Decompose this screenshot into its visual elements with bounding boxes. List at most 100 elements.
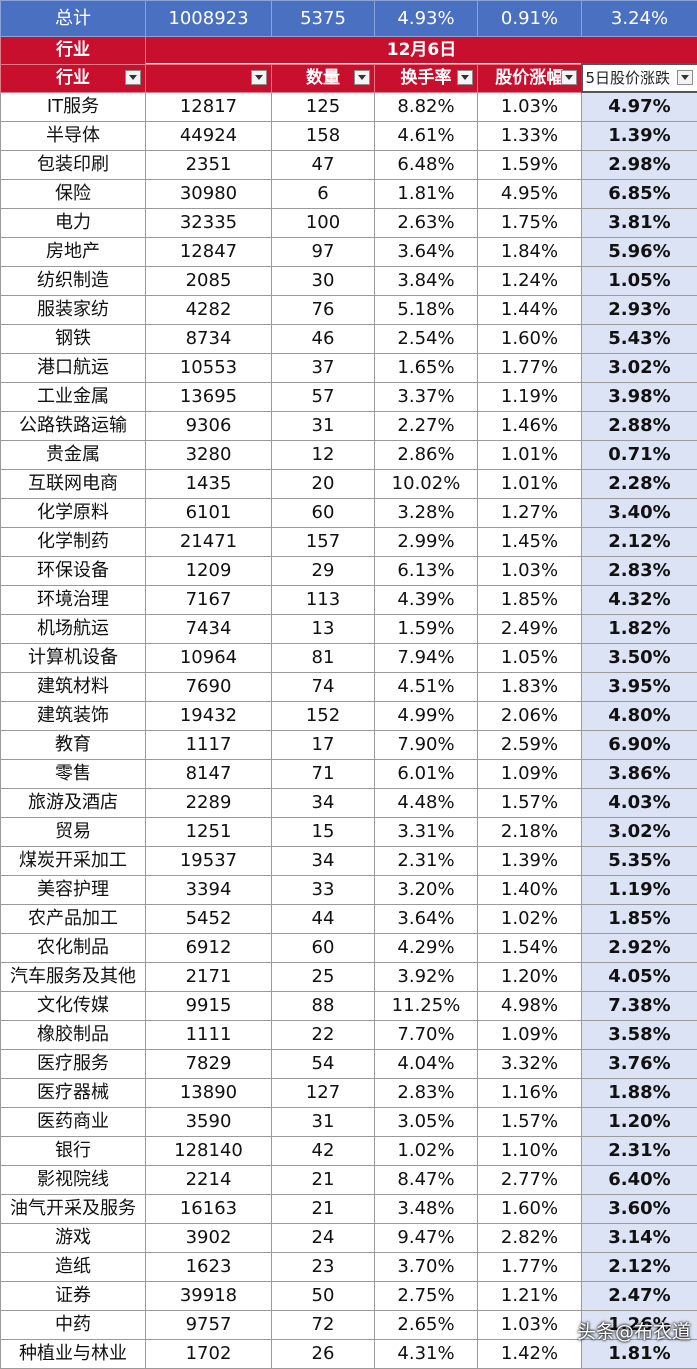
five-day-change-cell[interactable]: 3.95% [582, 673, 697, 702]
five-day-change-cell[interactable]: 2.12% [582, 1253, 697, 1282]
turnover-cell[interactable]: 2.83% [375, 1079, 478, 1108]
turnover-cell[interactable]: 4.99% [375, 702, 478, 731]
industry-cell[interactable]: 环境治理 [1, 586, 146, 615]
redacted-cell[interactable]: 8734 [146, 325, 272, 354]
redacted-cell[interactable]: 2085 [146, 267, 272, 296]
turnover-cell[interactable]: 1.81% [375, 180, 478, 209]
industry-cell[interactable]: 橡胶制品 [1, 1021, 146, 1050]
turnover-cell[interactable]: 3.31% [375, 818, 478, 847]
price-change-cell[interactable]: 1.33% [478, 122, 582, 151]
price-change-cell[interactable]: 1.60% [478, 325, 582, 354]
redacted-cell[interactable]: 10553 [146, 354, 272, 383]
industry-cell[interactable]: 汽车服务及其他 [1, 963, 146, 992]
industry-cell[interactable]: 半导体 [1, 122, 146, 151]
industry-cell[interactable]: 房地产 [1, 238, 146, 267]
redacted-cell[interactable]: 12817 [146, 92, 272, 122]
redacted-cell[interactable]: 6912 [146, 934, 272, 963]
five-day-change-cell[interactable]: 2.83% [582, 557, 697, 586]
redacted-cell[interactable]: 7167 [146, 586, 272, 615]
turnover-cell[interactable]: 2.75% [375, 1282, 478, 1311]
count-cell[interactable]: 15 [272, 818, 375, 847]
five-day-change-cell[interactable]: 2.92% [582, 934, 697, 963]
industry-cell[interactable]: 工业金属 [1, 383, 146, 412]
industry-cell[interactable]: 贸易 [1, 818, 146, 847]
count-cell[interactable]: 158 [272, 122, 375, 151]
redacted-cell[interactable]: 9915 [146, 992, 272, 1021]
price-change-cell[interactable]: 1.44% [478, 296, 582, 325]
industry-cell[interactable]: 港口航运 [1, 354, 146, 383]
redacted-cell[interactable]: 21471 [146, 528, 272, 557]
redacted-cell[interactable]: 2289 [146, 789, 272, 818]
count-cell[interactable]: 57 [272, 383, 375, 412]
count-cell[interactable]: 157 [272, 528, 375, 557]
price-change-cell[interactable]: 1.57% [478, 1108, 582, 1137]
industry-cell[interactable]: 医疗服务 [1, 1050, 146, 1079]
five-day-change-cell[interactable]: 6.40% [582, 1166, 697, 1195]
redacted-cell[interactable]: 7434 [146, 615, 272, 644]
industry-cell[interactable]: 油气开采及服务 [1, 1195, 146, 1224]
five-day-change-cell[interactable]: 3.81% [582, 209, 697, 238]
five-day-change-cell[interactable]: 5.43% [582, 325, 697, 354]
industry-cell[interactable]: 医疗器械 [1, 1079, 146, 1108]
redacted-cell[interactable]: 1251 [146, 818, 272, 847]
redacted-cell[interactable]: 128140 [146, 1137, 272, 1166]
price-change-cell[interactable]: 1.02% [478, 905, 582, 934]
redacted-cell[interactable]: 3902 [146, 1224, 272, 1253]
price-change-cell[interactable]: 1.20% [478, 963, 582, 992]
filter-dropdown-icon[interactable] [251, 70, 267, 85]
turnover-cell[interactable]: 3.48% [375, 1195, 478, 1224]
count-cell[interactable]: 46 [272, 325, 375, 354]
count-cell[interactable]: 23 [272, 1253, 375, 1282]
count-cell[interactable]: 25 [272, 963, 375, 992]
redacted-cell[interactable]: 32335 [146, 209, 272, 238]
redacted-cell[interactable]: 19537 [146, 847, 272, 876]
industry-cell[interactable]: 包装印刷 [1, 151, 146, 180]
five-day-change-cell[interactable]: 3.86% [582, 760, 697, 789]
price-change-cell[interactable]: 2.06% [478, 702, 582, 731]
industry-cell[interactable]: 纺织制造 [1, 267, 146, 296]
count-cell[interactable]: 31 [272, 412, 375, 441]
turnover-cell[interactable]: 8.47% [375, 1166, 478, 1195]
turnover-cell[interactable]: 1.65% [375, 354, 478, 383]
count-cell[interactable]: 76 [272, 296, 375, 325]
industry-cell[interactable]: 教育 [1, 731, 146, 760]
five-day-change-cell[interactable]: 1.19% [582, 876, 697, 905]
redacted-cell[interactable]: 6101 [146, 499, 272, 528]
price-change-cell[interactable]: 1.40% [478, 876, 582, 905]
filter-sort-icon[interactable] [561, 70, 577, 85]
redacted-cell[interactable]: 3394 [146, 876, 272, 905]
industry-cell[interactable]: 影视院线 [1, 1166, 146, 1195]
redacted-cell[interactable]: 2351 [146, 151, 272, 180]
count-cell[interactable]: 113 [272, 586, 375, 615]
price-change-cell[interactable]: 1.24% [478, 267, 582, 296]
count-cell[interactable]: 60 [272, 934, 375, 963]
price-change-cell[interactable]: 1.60% [478, 1195, 582, 1224]
redacted-cell[interactable]: 3280 [146, 441, 272, 470]
filter-dropdown-icon[interactable] [457, 70, 473, 85]
five-day-change-cell[interactable]: 4.80% [582, 702, 697, 731]
turnover-cell[interactable]: 4.48% [375, 789, 478, 818]
industry-cell[interactable]: 建筑材料 [1, 673, 146, 702]
industry-cell[interactable]: 造纸 [1, 1253, 146, 1282]
price-change-cell[interactable]: 1.03% [478, 1311, 582, 1340]
price-change-cell[interactable]: 1.59% [478, 151, 582, 180]
count-cell[interactable]: 6 [272, 180, 375, 209]
count-cell[interactable]: 72 [272, 1311, 375, 1340]
turnover-cell[interactable]: 2.54% [375, 325, 478, 354]
industry-cell[interactable]: 计算机设备 [1, 644, 146, 673]
five-day-change-cell[interactable]: 1.20% [582, 1108, 697, 1137]
count-cell[interactable]: 33 [272, 876, 375, 905]
price-change-cell[interactable]: 3.32% [478, 1050, 582, 1079]
redacted-cell[interactable]: 1209 [146, 557, 272, 586]
five-day-change-cell[interactable]: 3.40% [582, 499, 697, 528]
five-day-change-cell[interactable]: 5.35% [582, 847, 697, 876]
five-day-change-cell[interactable]: 3.02% [582, 818, 697, 847]
industry-cell[interactable]: 环保设备 [1, 557, 146, 586]
turnover-cell[interactable]: 3.05% [375, 1108, 478, 1137]
turnover-cell[interactable]: 2.27% [375, 412, 478, 441]
redacted-cell[interactable]: 7829 [146, 1050, 272, 1079]
turnover-cell[interactable]: 3.70% [375, 1253, 478, 1282]
filter-dropdown-icon[interactable] [677, 70, 693, 85]
industry-cell[interactable]: 旅游及酒店 [1, 789, 146, 818]
price-change-cell[interactable]: 1.09% [478, 1021, 582, 1050]
